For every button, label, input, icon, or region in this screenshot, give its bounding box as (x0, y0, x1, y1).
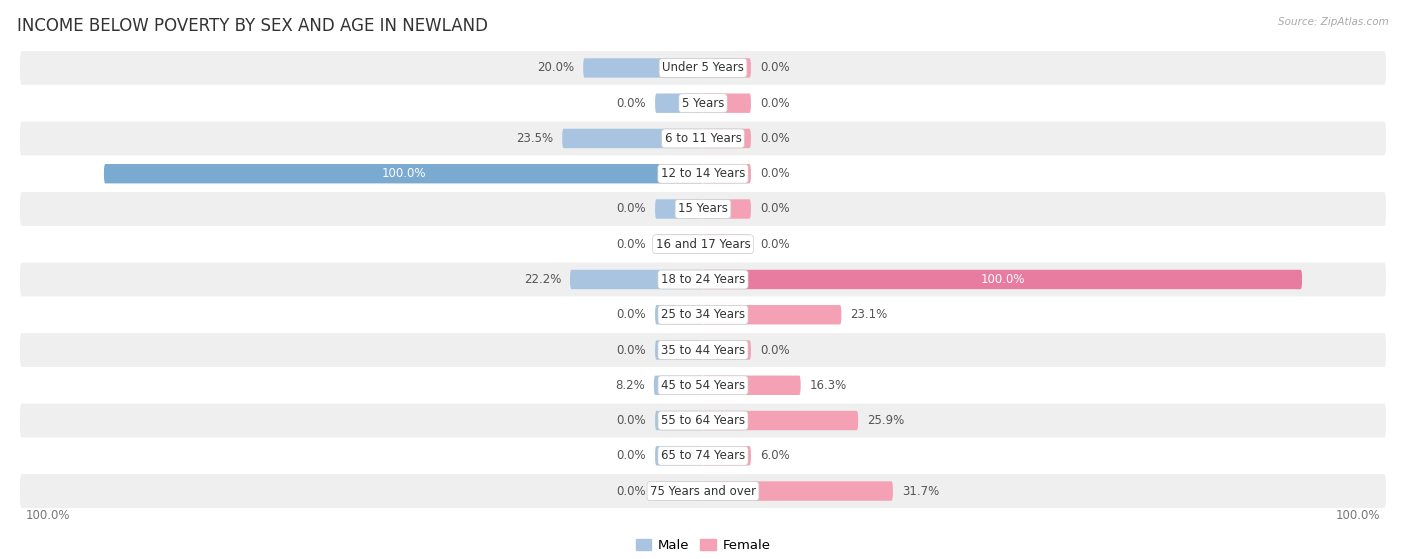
Text: 0.0%: 0.0% (759, 132, 790, 145)
Text: 25 to 34 Years: 25 to 34 Years (661, 308, 745, 321)
Text: 100.0%: 100.0% (381, 167, 426, 180)
Text: 22.2%: 22.2% (523, 273, 561, 286)
Text: 15 Years: 15 Years (678, 202, 728, 215)
FancyBboxPatch shape (703, 93, 751, 113)
FancyBboxPatch shape (654, 376, 703, 395)
Text: 100.0%: 100.0% (1336, 509, 1379, 522)
FancyBboxPatch shape (703, 411, 858, 430)
Text: 6.0%: 6.0% (759, 449, 790, 462)
Text: 0.0%: 0.0% (616, 308, 647, 321)
Text: 0.0%: 0.0% (759, 97, 790, 110)
FancyBboxPatch shape (562, 129, 703, 148)
Text: 35 to 44 Years: 35 to 44 Years (661, 344, 745, 357)
Text: 45 to 54 Years: 45 to 54 Years (661, 379, 745, 392)
FancyBboxPatch shape (703, 481, 893, 501)
Text: 8.2%: 8.2% (616, 379, 645, 392)
FancyBboxPatch shape (583, 58, 703, 78)
FancyBboxPatch shape (703, 446, 751, 466)
Text: 0.0%: 0.0% (759, 344, 790, 357)
FancyBboxPatch shape (20, 51, 1386, 85)
FancyBboxPatch shape (703, 199, 751, 219)
Text: INCOME BELOW POVERTY BY SEX AND AGE IN NEWLAND: INCOME BELOW POVERTY BY SEX AND AGE IN N… (17, 17, 488, 35)
Text: 55 to 64 Years: 55 to 64 Years (661, 414, 745, 427)
FancyBboxPatch shape (20, 86, 1386, 120)
Legend: Male, Female: Male, Female (630, 533, 776, 557)
Text: 0.0%: 0.0% (759, 202, 790, 215)
FancyBboxPatch shape (703, 305, 841, 324)
FancyBboxPatch shape (703, 270, 1302, 289)
FancyBboxPatch shape (655, 235, 703, 254)
FancyBboxPatch shape (703, 376, 800, 395)
FancyBboxPatch shape (655, 411, 703, 430)
Text: Source: ZipAtlas.com: Source: ZipAtlas.com (1278, 17, 1389, 27)
Text: 75 Years and over: 75 Years and over (650, 485, 756, 498)
FancyBboxPatch shape (20, 439, 1386, 473)
FancyBboxPatch shape (655, 93, 703, 113)
FancyBboxPatch shape (20, 368, 1386, 402)
FancyBboxPatch shape (703, 58, 751, 78)
FancyBboxPatch shape (20, 192, 1386, 226)
FancyBboxPatch shape (569, 270, 703, 289)
Text: 31.7%: 31.7% (901, 485, 939, 498)
FancyBboxPatch shape (20, 121, 1386, 155)
FancyBboxPatch shape (655, 446, 703, 466)
FancyBboxPatch shape (655, 199, 703, 219)
FancyBboxPatch shape (20, 298, 1386, 331)
Text: 5 Years: 5 Years (682, 97, 724, 110)
Text: 0.0%: 0.0% (616, 202, 647, 215)
Text: 6 to 11 Years: 6 to 11 Years (665, 132, 741, 145)
Text: 16 and 17 Years: 16 and 17 Years (655, 238, 751, 251)
Text: 0.0%: 0.0% (616, 344, 647, 357)
Text: 0.0%: 0.0% (759, 167, 790, 180)
Text: 0.0%: 0.0% (759, 61, 790, 74)
Text: 18 to 24 Years: 18 to 24 Years (661, 273, 745, 286)
Text: 23.5%: 23.5% (516, 132, 553, 145)
Text: 0.0%: 0.0% (616, 238, 647, 251)
Text: 16.3%: 16.3% (810, 379, 846, 392)
FancyBboxPatch shape (20, 404, 1386, 438)
Text: 0.0%: 0.0% (616, 97, 647, 110)
FancyBboxPatch shape (20, 474, 1386, 508)
Text: 23.1%: 23.1% (851, 308, 887, 321)
Text: 0.0%: 0.0% (616, 414, 647, 427)
FancyBboxPatch shape (104, 164, 703, 183)
FancyBboxPatch shape (20, 333, 1386, 367)
Text: Under 5 Years: Under 5 Years (662, 61, 744, 74)
FancyBboxPatch shape (703, 340, 751, 360)
Text: 25.9%: 25.9% (868, 414, 904, 427)
FancyBboxPatch shape (655, 481, 703, 501)
FancyBboxPatch shape (20, 263, 1386, 296)
Text: 12 to 14 Years: 12 to 14 Years (661, 167, 745, 180)
FancyBboxPatch shape (703, 129, 751, 148)
Text: 65 to 74 Years: 65 to 74 Years (661, 449, 745, 462)
Text: 0.0%: 0.0% (616, 485, 647, 498)
FancyBboxPatch shape (655, 305, 703, 324)
Text: 100.0%: 100.0% (27, 509, 70, 522)
Text: 0.0%: 0.0% (759, 238, 790, 251)
FancyBboxPatch shape (703, 235, 751, 254)
FancyBboxPatch shape (20, 228, 1386, 261)
Text: 20.0%: 20.0% (537, 61, 574, 74)
FancyBboxPatch shape (655, 340, 703, 360)
FancyBboxPatch shape (703, 164, 751, 183)
Text: 100.0%: 100.0% (980, 273, 1025, 286)
Text: 0.0%: 0.0% (616, 449, 647, 462)
FancyBboxPatch shape (20, 157, 1386, 191)
